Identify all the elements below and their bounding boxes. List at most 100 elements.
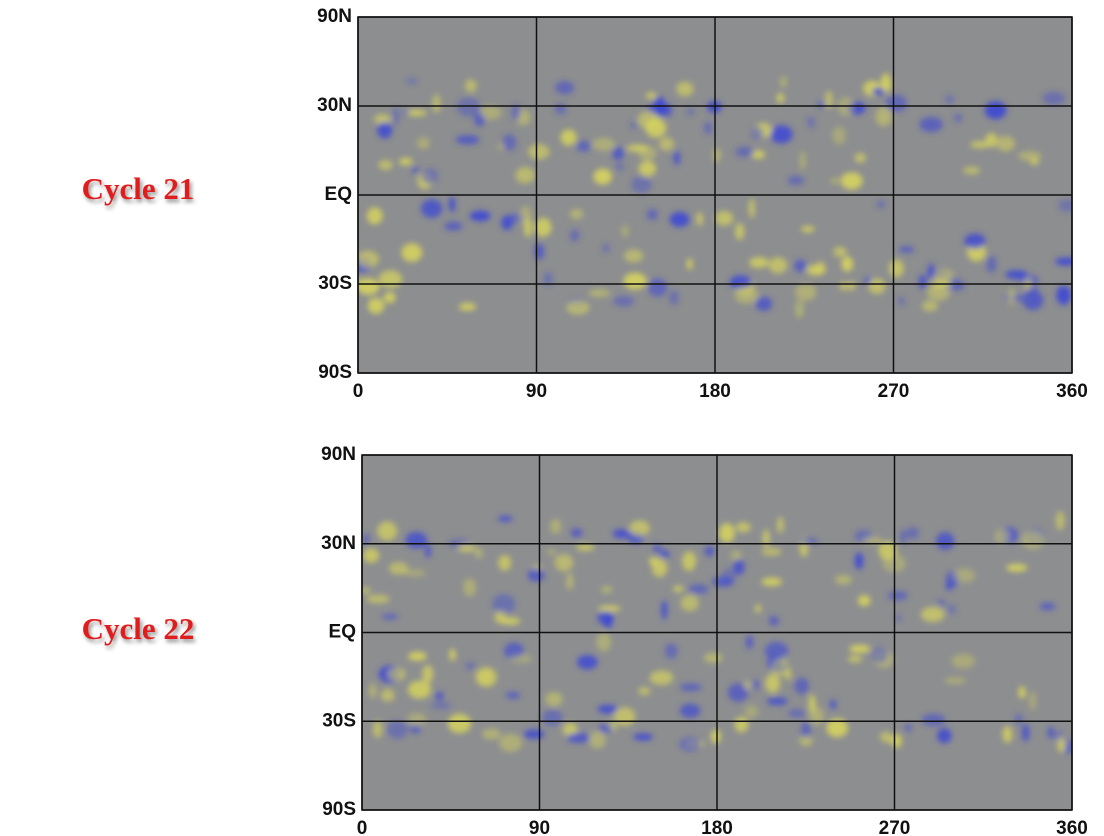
patch — [474, 547, 483, 559]
patch — [570, 528, 583, 538]
patch — [377, 521, 398, 541]
patch — [891, 733, 902, 748]
patch — [631, 175, 652, 194]
patch — [755, 296, 773, 311]
patch — [554, 103, 567, 115]
patch — [885, 94, 907, 113]
patch — [799, 538, 819, 545]
patch — [668, 290, 679, 306]
patch — [749, 257, 769, 269]
patch — [770, 657, 791, 677]
patch — [520, 205, 532, 226]
patch — [794, 677, 810, 695]
patch — [799, 735, 813, 747]
patch — [854, 153, 866, 163]
patch — [407, 712, 427, 726]
patch — [876, 201, 886, 208]
patch — [545, 691, 563, 707]
patch — [1002, 725, 1013, 743]
patch — [735, 222, 745, 241]
patch — [658, 137, 675, 151]
patch — [854, 552, 864, 570]
patch — [937, 599, 947, 606]
patch — [1047, 726, 1055, 739]
patch — [719, 523, 735, 543]
patch — [569, 229, 580, 242]
patch — [549, 518, 562, 534]
patch — [511, 104, 521, 121]
patch — [905, 527, 920, 540]
patch — [946, 605, 957, 614]
patch — [593, 168, 613, 185]
patch — [612, 146, 625, 161]
patch — [768, 257, 788, 274]
y-tick-label: 90N — [317, 6, 352, 27]
patch — [566, 732, 591, 744]
patch — [673, 585, 684, 592]
patch — [996, 135, 1016, 152]
patch — [492, 594, 516, 614]
patch — [777, 516, 784, 534]
patch — [800, 226, 815, 233]
patch — [366, 207, 383, 225]
patch — [378, 270, 403, 289]
patch — [598, 723, 614, 734]
x-tick-label: 360 — [1056, 381, 1088, 402]
patch — [1039, 602, 1056, 611]
patch — [676, 81, 694, 97]
y-tick-label: 90S — [322, 799, 356, 820]
x-tick-label: 270 — [878, 381, 910, 402]
patch — [839, 281, 849, 291]
patch — [921, 300, 939, 312]
patch — [661, 600, 668, 620]
patch — [712, 148, 722, 163]
patch — [499, 733, 523, 753]
x-tick-label: 360 — [1056, 818, 1088, 836]
patch — [372, 720, 383, 739]
patch — [543, 271, 553, 286]
patch — [407, 680, 432, 699]
y-tick-label: 90S — [318, 362, 352, 383]
patch — [502, 134, 517, 151]
patch — [735, 522, 751, 533]
patch — [1005, 270, 1028, 279]
x-tick-label: 90 — [529, 818, 550, 836]
patch — [403, 569, 426, 577]
patch — [887, 590, 908, 601]
patch — [766, 697, 788, 706]
patch — [949, 275, 957, 287]
patch — [734, 285, 759, 304]
patch — [566, 572, 574, 590]
patch — [871, 647, 889, 664]
patch — [497, 515, 513, 522]
patch — [588, 289, 611, 297]
patch — [505, 691, 521, 699]
patch — [703, 121, 713, 135]
patch — [688, 584, 709, 595]
patch — [401, 243, 423, 263]
patch — [751, 150, 766, 159]
patch — [515, 166, 536, 184]
patch — [829, 699, 837, 710]
patch — [680, 594, 699, 612]
y-tick-label: 30S — [318, 273, 352, 294]
patch — [751, 126, 764, 140]
patch — [638, 686, 651, 696]
patch — [682, 551, 697, 571]
patch — [849, 644, 871, 654]
patch — [776, 92, 785, 104]
x-tick-label: 90 — [526, 381, 547, 402]
patch — [457, 543, 476, 553]
patch — [614, 163, 625, 171]
patch — [830, 177, 840, 185]
patch — [407, 651, 427, 661]
patch — [367, 297, 385, 314]
patch — [534, 243, 545, 260]
patch — [744, 680, 753, 690]
patch — [920, 606, 945, 623]
patch — [710, 729, 722, 744]
patch — [383, 291, 396, 304]
patch — [879, 731, 893, 743]
patch — [875, 106, 892, 127]
